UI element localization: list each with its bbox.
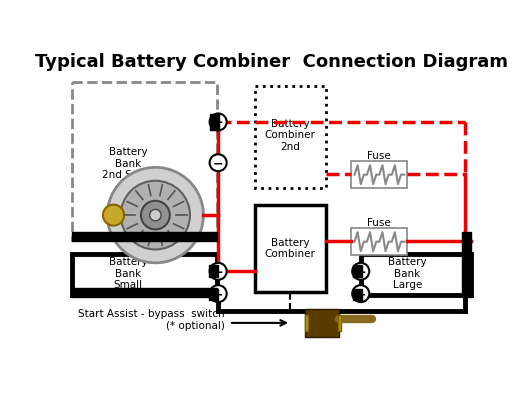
Bar [305, 316, 308, 331]
Bar [73, 83, 217, 240]
Circle shape [352, 286, 369, 302]
Bar [254, 87, 326, 189]
Bar [462, 233, 471, 297]
Text: −: − [213, 288, 224, 300]
Text: Battery
Combiner
2nd: Battery Combiner 2nd [265, 118, 316, 152]
Text: +: + [356, 265, 366, 278]
Circle shape [352, 263, 369, 280]
Bar [209, 265, 218, 278]
Bar [73, 289, 217, 298]
Text: Typical Battery Combiner  Connection Diagram: Typical Battery Combiner Connection Diag… [35, 53, 508, 71]
Circle shape [210, 155, 227, 172]
Text: Fuse: Fuse [367, 217, 391, 227]
Text: Start Assist - bypass  switch
(* optional): Start Assist - bypass switch (* optional… [78, 308, 225, 330]
Bar [305, 309, 339, 337]
Text: Battery
Bank
Small: Battery Bank Small [109, 257, 147, 290]
Text: Fuse: Fuse [367, 151, 391, 161]
Bar [209, 289, 218, 300]
Text: −: − [356, 288, 366, 300]
Bar [73, 233, 217, 242]
Circle shape [210, 286, 227, 302]
Circle shape [107, 168, 204, 263]
Bar [361, 254, 471, 296]
Text: Battery
Bank
2nd Small: Battery Bank 2nd Small [102, 147, 154, 180]
Circle shape [149, 210, 161, 221]
Bar [254, 206, 326, 292]
Circle shape [210, 114, 227, 131]
Circle shape [121, 181, 190, 250]
Text: −: − [213, 157, 224, 170]
Circle shape [103, 205, 124, 226]
Circle shape [141, 201, 170, 230]
Text: +: + [213, 265, 224, 278]
Text: Battery
Bank
Large: Battery Bank Large [388, 257, 427, 290]
Bar [353, 289, 363, 300]
Text: Battery
Combiner: Battery Combiner [265, 237, 316, 259]
Bar [338, 316, 341, 331]
Bar [210, 115, 219, 130]
Bar [351, 229, 407, 255]
Circle shape [210, 263, 227, 280]
Bar [351, 162, 407, 189]
Bar [73, 254, 217, 296]
Bar [353, 265, 363, 278]
Text: +: + [213, 116, 224, 129]
